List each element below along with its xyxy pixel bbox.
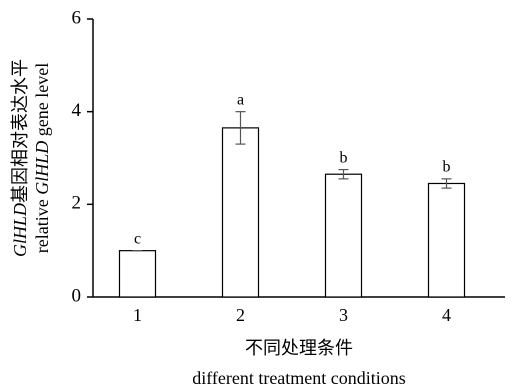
- error-bar: [441, 178, 452, 189]
- x-tick-label: 3: [339, 305, 348, 325]
- x-tick-label: 2: [236, 305, 245, 325]
- y-axis-label-part: gene level: [32, 63, 52, 141]
- error-bar: [235, 111, 246, 145]
- error-bar: [338, 168, 349, 180]
- bar: [324, 173, 363, 298]
- y-tick-label: 2: [72, 193, 82, 214]
- x-tick-label: 1: [133, 305, 142, 325]
- x-axis-label: 不同处理条件: [245, 338, 353, 358]
- y-axis-label: relative GlHLD gene level: [32, 63, 52, 253]
- significance-letter: b: [443, 159, 451, 176]
- x-axis-label: different treatment conditions: [192, 368, 406, 388]
- y-axis-label-part: GlHLD: [10, 203, 30, 257]
- bar: [221, 127, 260, 298]
- y-tick-label: 4: [72, 100, 82, 121]
- y-axis-label-part: 基因相对表达水平: [10, 59, 30, 203]
- y-tick-label: 0: [72, 285, 82, 306]
- y-tick-label: 6: [72, 7, 82, 28]
- y-axis-label-part: GlHLD: [32, 141, 52, 195]
- significance-letter: a: [237, 91, 244, 108]
- bar: [427, 182, 466, 298]
- bar: [118, 250, 157, 298]
- x-tick-label: 4: [442, 305, 451, 325]
- significance-letter: c: [134, 230, 141, 247]
- significance-letter: b: [340, 149, 348, 166]
- y-axis-label-part: relative: [32, 195, 52, 253]
- y-axis-label: GlHLD基因相对表达水平: [10, 59, 30, 257]
